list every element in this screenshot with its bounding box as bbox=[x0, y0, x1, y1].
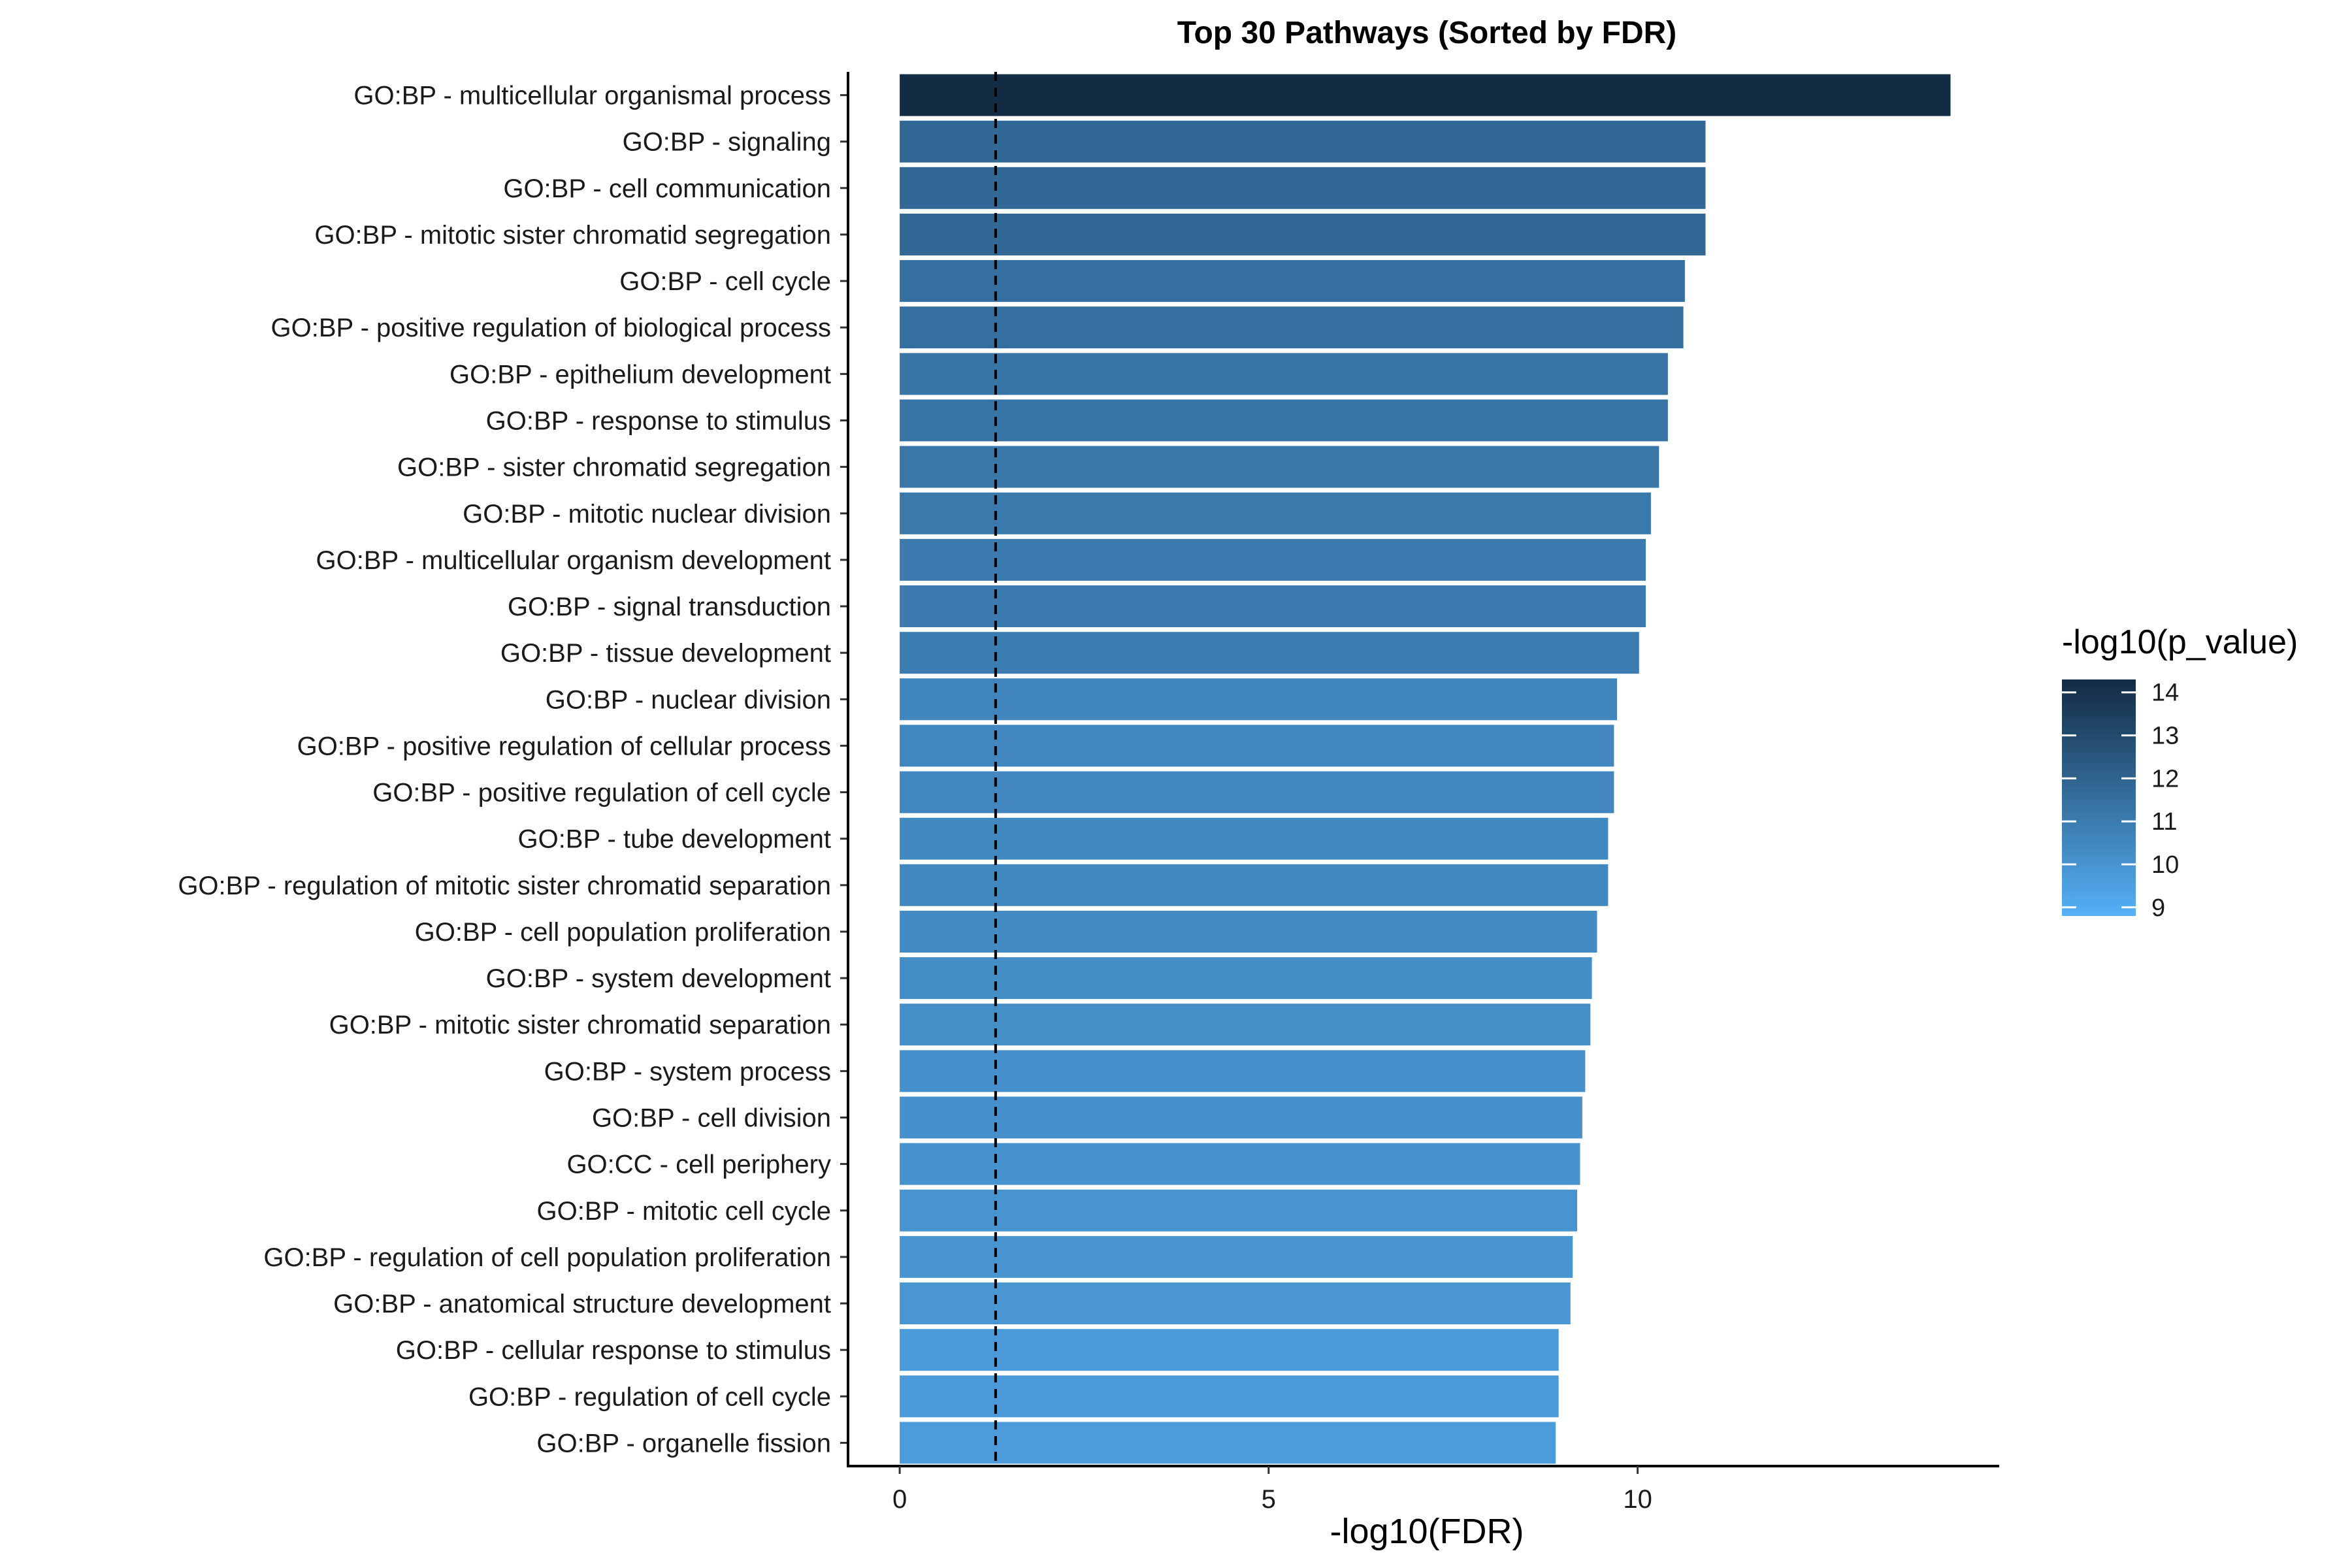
bar bbox=[900, 1375, 1559, 1418]
category-labels-group: GO:BP - multicellular organismal process… bbox=[178, 82, 848, 1458]
bar bbox=[900, 725, 1614, 767]
category-label: GO:BP - positive regulation of cell cycl… bbox=[372, 779, 831, 808]
bar bbox=[900, 399, 1668, 442]
bar bbox=[900, 1329, 1559, 1371]
category-label: GO:BP - positive regulation of cellular … bbox=[297, 732, 831, 760]
category-label: GO:BP - multicellular organism developme… bbox=[316, 546, 831, 575]
x-ticks-group: 0 5 10 bbox=[892, 1466, 1652, 1514]
category-label: GO:BP - cell communication bbox=[503, 174, 831, 203]
legend: -log10(p_value) 9 10 11 12 13 14 bbox=[2062, 623, 2298, 922]
legend-tick-label: 14 bbox=[2151, 679, 2179, 707]
category-label: GO:BP - cellular response to stimulus bbox=[396, 1336, 831, 1365]
category-label: GO:BP - multicellular organismal process bbox=[353, 82, 831, 110]
category-label: GO:BP - regulation of cell cycle bbox=[468, 1382, 831, 1411]
bar bbox=[900, 864, 1609, 906]
bar bbox=[900, 260, 1685, 302]
category-label: GO:BP - tube development bbox=[517, 825, 831, 854]
legend-tick-label: 13 bbox=[2151, 723, 2179, 750]
x-tick-label: 0 bbox=[892, 1485, 907, 1514]
category-label: GO:BP - cell cycle bbox=[619, 267, 831, 296]
category-label: GO:BP - mitotic sister chromatid segrega… bbox=[314, 221, 831, 250]
category-label: GO:BP - anatomical structure development bbox=[333, 1290, 831, 1318]
category-label: GO:BP - tissue development bbox=[500, 639, 831, 668]
bar bbox=[900, 120, 1706, 163]
category-label: GO:BP - mitotic sister chromatid separat… bbox=[329, 1011, 831, 1039]
bar bbox=[900, 771, 1614, 813]
category-label: GO:BP - regulation of mitotic sister chr… bbox=[178, 872, 831, 900]
bar bbox=[900, 678, 1617, 721]
category-label: GO:BP - epithelium development bbox=[449, 360, 831, 389]
x-axis-title: -log10(FDR) bbox=[1330, 1512, 1524, 1551]
bar bbox=[900, 1096, 1582, 1139]
category-label: GO:BP - regulation of cell population pr… bbox=[263, 1243, 831, 1272]
legend-tick-label: 10 bbox=[2151, 851, 2179, 879]
category-label: GO:BP - organelle fission bbox=[536, 1429, 831, 1458]
bar bbox=[900, 1004, 1591, 1046]
category-label: GO:BP - sister chromatid segregation bbox=[397, 453, 831, 482]
bar bbox=[900, 1050, 1586, 1092]
bar bbox=[900, 632, 1639, 674]
category-label: GO:BP - mitotic nuclear division bbox=[463, 500, 831, 529]
category-label: GO:CC - cell periphery bbox=[566, 1151, 831, 1179]
bar bbox=[900, 167, 1706, 209]
category-label: GO:BP - system development bbox=[486, 964, 831, 993]
bar bbox=[900, 585, 1646, 627]
bar bbox=[900, 214, 1706, 255]
bar bbox=[900, 492, 1651, 534]
bar bbox=[900, 1422, 1556, 1464]
bar bbox=[900, 1282, 1571, 1324]
chart-title: Top 30 Pathways (Sorted by FDR) bbox=[1177, 16, 1677, 50]
legend-tick-label: 12 bbox=[2151, 765, 2179, 792]
bars-group bbox=[900, 74, 1951, 1464]
bar bbox=[900, 957, 1592, 1000]
x-tick-label: 5 bbox=[1262, 1485, 1276, 1514]
legend-tick-label: 9 bbox=[2151, 894, 2165, 922]
legend-title: -log10(p_value) bbox=[2062, 623, 2298, 661]
bar bbox=[900, 538, 1646, 581]
category-label: GO:BP - nuclear division bbox=[546, 685, 831, 714]
category-label: GO:BP - signal transduction bbox=[508, 593, 831, 621]
bar bbox=[900, 911, 1597, 953]
bar bbox=[900, 306, 1684, 349]
category-label: GO:BP - system process bbox=[544, 1057, 831, 1086]
bar bbox=[900, 1189, 1577, 1232]
category-label: GO:BP - cell division bbox=[592, 1104, 831, 1133]
x-tick-label: 10 bbox=[1623, 1485, 1652, 1514]
category-label: GO:BP - cell population proliferation bbox=[415, 918, 831, 947]
bar bbox=[900, 74, 1951, 116]
legend-colorbar bbox=[2062, 679, 2136, 916]
bar bbox=[900, 446, 1659, 488]
bar bbox=[900, 817, 1609, 860]
bar bbox=[900, 1143, 1580, 1185]
legend-tick-label: 11 bbox=[2151, 808, 2177, 836]
category-label: GO:BP - response to stimulus bbox=[486, 407, 831, 436]
bar bbox=[900, 353, 1668, 395]
bar bbox=[900, 1235, 1573, 1278]
category-label: GO:BP - signaling bbox=[623, 128, 831, 157]
category-label: GO:BP - positive regulation of biologica… bbox=[271, 314, 831, 342]
legend-ticks-group: 9 10 11 12 13 14 bbox=[2062, 679, 2179, 922]
category-label: GO:BP - mitotic cell cycle bbox=[537, 1197, 831, 1226]
